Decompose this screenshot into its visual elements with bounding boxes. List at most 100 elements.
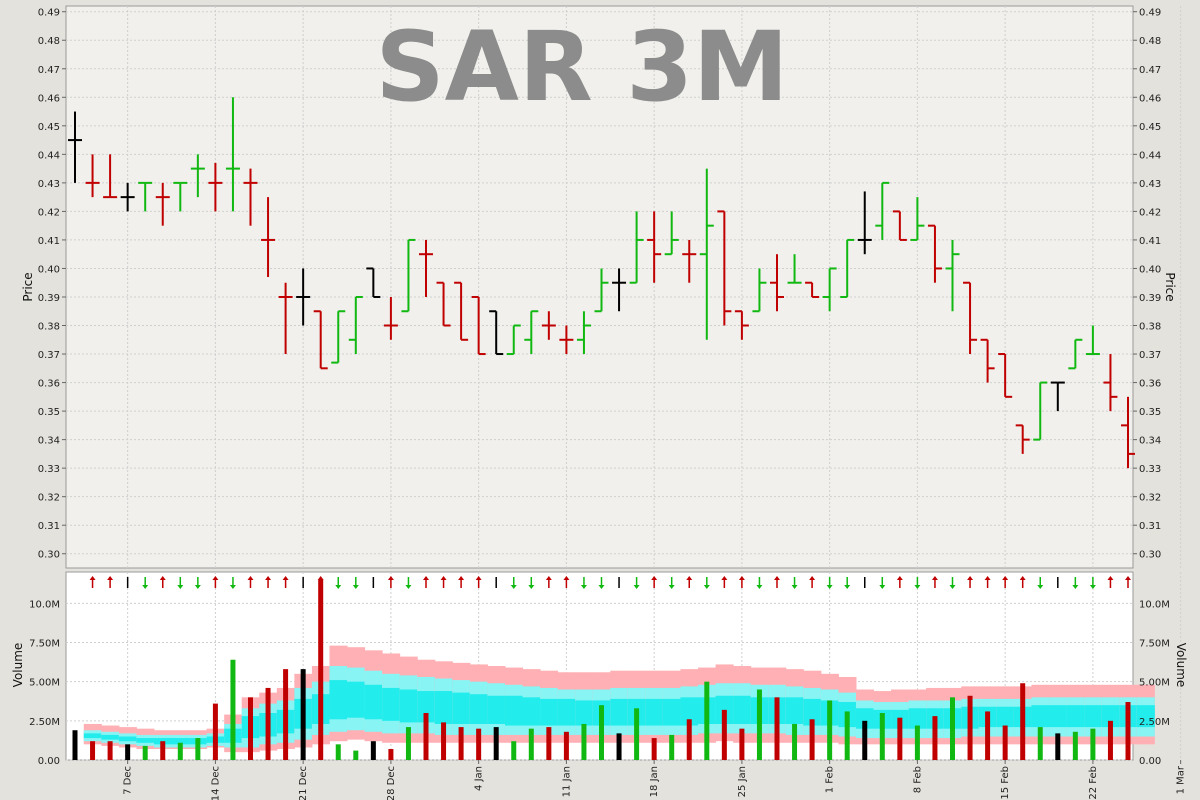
signal-arrow	[247, 576, 254, 588]
volume-bar	[265, 687, 271, 760]
signal-arrow-head	[282, 576, 289, 580]
band-core	[347, 681, 366, 718]
signal-arrow	[686, 576, 693, 588]
signal-arrow	[475, 576, 482, 588]
date-tick-label: 8 Feb	[912, 766, 923, 793]
volume-band	[733, 666, 752, 743]
ohlc-bar	[840, 238, 855, 298]
volume-ticks-left: 0.00 2.50M 5.00M 7.50M 10.0M	[29, 599, 60, 767]
signal-arrow-head	[194, 585, 201, 589]
ohlc-bar	[892, 210, 907, 241]
ohlc-bar	[524, 310, 539, 355]
signal-arrow-head	[967, 576, 974, 580]
volume-tick-label: 10.0M	[29, 599, 60, 610]
ohlc-bars	[68, 97, 1135, 469]
ohlc-bar	[1103, 354, 1118, 412]
price-tick-label: 0.47	[1139, 65, 1161, 76]
signal-arrow-head	[686, 576, 693, 580]
signal-arrow-head	[142, 585, 149, 589]
price-tick-label: 0.40	[38, 264, 60, 275]
signal-arrow-head	[809, 576, 816, 580]
volume-band	[347, 647, 366, 740]
volume-bands	[83, 645, 1155, 753]
volume-band	[469, 664, 488, 743]
signal-arrow	[405, 577, 412, 589]
volume-band	[118, 727, 137, 748]
ohlc-bar	[612, 268, 627, 312]
volume-bar	[300, 669, 306, 760]
price-tick-label: 0.33	[1139, 464, 1161, 475]
volume-bar	[967, 695, 973, 760]
band-core	[908, 708, 927, 729]
signal-arrow-head	[440, 576, 447, 580]
volume-bar	[1037, 727, 1043, 760]
signal-arrow	[107, 576, 114, 588]
ohlc-bar	[734, 310, 749, 340]
ohlc-bar	[805, 281, 820, 298]
band-core	[136, 738, 155, 743]
price-tick-label: 0.46	[38, 93, 60, 104]
volume-band	[452, 662, 471, 743]
signal-arrow	[440, 576, 447, 588]
ohlc-bar	[120, 182, 135, 212]
ohlc-bar	[980, 338, 995, 383]
volume-band	[1101, 684, 1120, 745]
ohlc-bar	[243, 168, 258, 226]
date-tick-label: 25 Jan	[737, 766, 748, 797]
price-tick-label: 0.42	[1139, 207, 1161, 218]
ohlc-bar	[927, 224, 942, 283]
signal-arrow	[229, 577, 236, 589]
volume-band	[136, 728, 155, 750]
band-core	[504, 695, 524, 726]
ohlc-bar	[664, 211, 679, 256]
ohlc-bar	[173, 181, 188, 212]
band-core	[575, 700, 594, 726]
band-core	[101, 734, 120, 740]
band-core	[329, 680, 348, 720]
signal-arrow	[721, 576, 728, 588]
price-tick-label: 0.32	[38, 493, 60, 504]
ohlc-bar	[682, 239, 697, 283]
price-tick-label: 0.35	[38, 407, 60, 418]
ohlc-bar	[489, 310, 504, 356]
volume-bar	[932, 716, 938, 760]
price-tick-label: 0.38	[38, 322, 60, 333]
signal-arrow-head	[984, 576, 991, 580]
price-tick-label: 0.35	[1139, 407, 1161, 418]
price-axis-title-right: Price	[1163, 272, 1177, 301]
volume-band	[399, 656, 418, 743]
volume-bar	[1090, 728, 1096, 760]
volume-band	[382, 653, 401, 743]
volume-band	[1066, 684, 1085, 745]
signal-arrow-head	[159, 576, 166, 580]
signal-arrow	[545, 576, 552, 588]
volume-bar	[125, 744, 131, 760]
ohlc-bar	[383, 296, 398, 340]
ohlc-bar	[787, 254, 802, 284]
signal-arrow-head	[387, 576, 394, 580]
volume-bar	[160, 741, 166, 760]
ohlc-bar	[208, 162, 223, 212]
price-tick-label: 0.42	[38, 207, 60, 218]
volume-bar	[423, 713, 429, 760]
volume-bar	[809, 719, 815, 760]
volume-bar	[844, 711, 850, 760]
band-core	[733, 695, 752, 724]
signal-arrow	[967, 576, 974, 588]
volume-bars	[72, 579, 1131, 760]
signal-markers	[89, 576, 1131, 589]
band-core	[1049, 705, 1068, 728]
date-ticks: 7 Dec 14 Dec 21 Dec 28 Dec 4 Jan 11 Jan 18 Jan…	[123, 760, 1187, 800]
volume-bar	[493, 727, 499, 760]
volume-panel: 0.00 2.50M 5.00M 7.50M 10.0M 0.00 2.50M 5.00M 7…	[11, 571, 1188, 800]
band-core	[803, 698, 822, 726]
price-tick-label: 0.49	[1139, 8, 1161, 19]
signal-arrow	[177, 577, 184, 589]
band-core	[469, 694, 488, 724]
price-ticks-left: 0.30 0.31 0.32 0.33 0.34 0.35 0.36 0.37 0.38 0.39…	[38, 8, 66, 561]
signal-arrow	[142, 577, 149, 589]
band-core	[1031, 705, 1050, 728]
signal-arrow	[335, 577, 342, 589]
band-core	[364, 684, 383, 720]
volume-bar	[634, 708, 640, 760]
